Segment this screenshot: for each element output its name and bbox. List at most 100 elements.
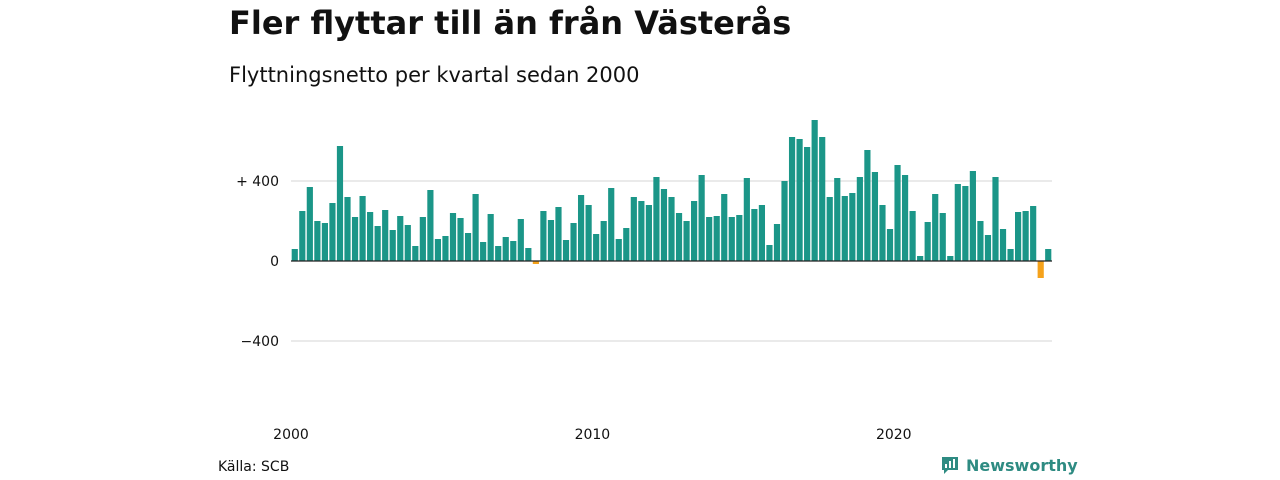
bar bbox=[849, 193, 856, 261]
bar bbox=[751, 209, 758, 261]
bar bbox=[992, 177, 999, 261]
bar bbox=[570, 223, 577, 261]
brand-logo[interactable]: Newsworthy bbox=[940, 455, 1078, 475]
bar bbox=[623, 228, 630, 261]
y-tick-label: 0 bbox=[270, 254, 279, 270]
brand-name: Newsworthy bbox=[966, 455, 1078, 475]
bar bbox=[758, 205, 766, 261]
bar bbox=[698, 175, 705, 261]
x-tick-label: 2010 bbox=[575, 427, 611, 443]
bar bbox=[472, 194, 479, 261]
bar bbox=[630, 197, 637, 261]
bar bbox=[721, 194, 728, 261]
bar bbox=[404, 225, 411, 261]
bar bbox=[766, 245, 773, 261]
chart-title: Fler flyttar till än från Västerås bbox=[229, 4, 792, 42]
bar bbox=[947, 256, 954, 261]
bar bbox=[1037, 261, 1044, 278]
bar bbox=[683, 221, 690, 261]
x-tick-label: 2020 bbox=[876, 427, 912, 443]
bar bbox=[638, 201, 645, 261]
bar bbox=[351, 217, 359, 261]
bar bbox=[841, 196, 848, 261]
bar bbox=[547, 220, 555, 261]
bar bbox=[600, 221, 607, 261]
bar bbox=[977, 221, 984, 261]
bar bbox=[427, 190, 434, 261]
bar bbox=[856, 177, 863, 261]
bar bbox=[788, 137, 796, 261]
bar bbox=[517, 219, 524, 261]
bar bbox=[555, 207, 562, 261]
bar bbox=[962, 186, 969, 261]
bar bbox=[736, 215, 743, 261]
chart-subtitle: Flyttningsnetto per kvartal sedan 2000 bbox=[229, 63, 640, 87]
bar bbox=[291, 249, 298, 261]
bar bbox=[321, 223, 328, 261]
bar bbox=[608, 188, 615, 261]
bar bbox=[314, 221, 321, 261]
bar bbox=[389, 230, 396, 261]
bar bbox=[502, 237, 509, 261]
bar bbox=[397, 216, 404, 261]
bar bbox=[969, 171, 976, 261]
bar bbox=[434, 239, 442, 261]
bar bbox=[826, 197, 833, 261]
bar bbox=[909, 211, 916, 261]
bar bbox=[939, 213, 946, 261]
bar bbox=[984, 235, 992, 261]
y-tick-label: + 400 bbox=[236, 174, 279, 190]
bar bbox=[510, 241, 517, 261]
bar bbox=[668, 197, 675, 261]
bar bbox=[796, 139, 803, 261]
bar bbox=[585, 205, 592, 261]
bar bbox=[442, 236, 449, 261]
bar bbox=[691, 201, 698, 261]
x-tick-label: 2000 bbox=[273, 427, 309, 443]
bar bbox=[1007, 249, 1014, 261]
source-note: Källa: SCB bbox=[218, 459, 290, 475]
bar bbox=[706, 217, 713, 261]
bar bbox=[464, 233, 472, 261]
bar bbox=[367, 212, 374, 261]
bar bbox=[344, 197, 351, 261]
bar bbox=[457, 218, 464, 261]
bar bbox=[306, 187, 313, 261]
bar bbox=[1015, 212, 1022, 261]
bar bbox=[743, 178, 750, 261]
bar bbox=[615, 239, 622, 261]
bar bbox=[879, 205, 886, 261]
bar bbox=[336, 146, 344, 261]
bar bbox=[419, 217, 426, 261]
bar bbox=[954, 184, 961, 261]
bar bbox=[540, 211, 547, 261]
bar bbox=[713, 216, 720, 261]
bar bbox=[894, 165, 901, 261]
bar bbox=[804, 147, 811, 261]
bar bbox=[412, 246, 419, 261]
bar bbox=[577, 195, 585, 261]
bar bbox=[525, 248, 532, 261]
bar bbox=[495, 246, 502, 261]
bar bbox=[728, 217, 735, 261]
bar bbox=[449, 213, 457, 261]
bar bbox=[811, 120, 818, 261]
bar bbox=[487, 214, 494, 261]
bar bbox=[999, 229, 1007, 261]
bar bbox=[773, 224, 781, 261]
bar bbox=[382, 210, 389, 261]
bar bbox=[299, 211, 306, 261]
y-tick-label: −400 bbox=[241, 334, 279, 350]
bar bbox=[924, 222, 931, 261]
bar bbox=[645, 205, 652, 261]
bar-chart: + 400 0 −400 2000 2010 2020 bbox=[236, 120, 1052, 443]
bar bbox=[819, 137, 826, 261]
bar bbox=[886, 229, 894, 261]
bar bbox=[1022, 211, 1029, 261]
bar bbox=[532, 261, 539, 264]
bar bbox=[901, 175, 909, 261]
bar bbox=[834, 178, 841, 261]
bar bbox=[871, 172, 879, 261]
bar bbox=[675, 213, 683, 261]
bar bbox=[653, 177, 660, 261]
